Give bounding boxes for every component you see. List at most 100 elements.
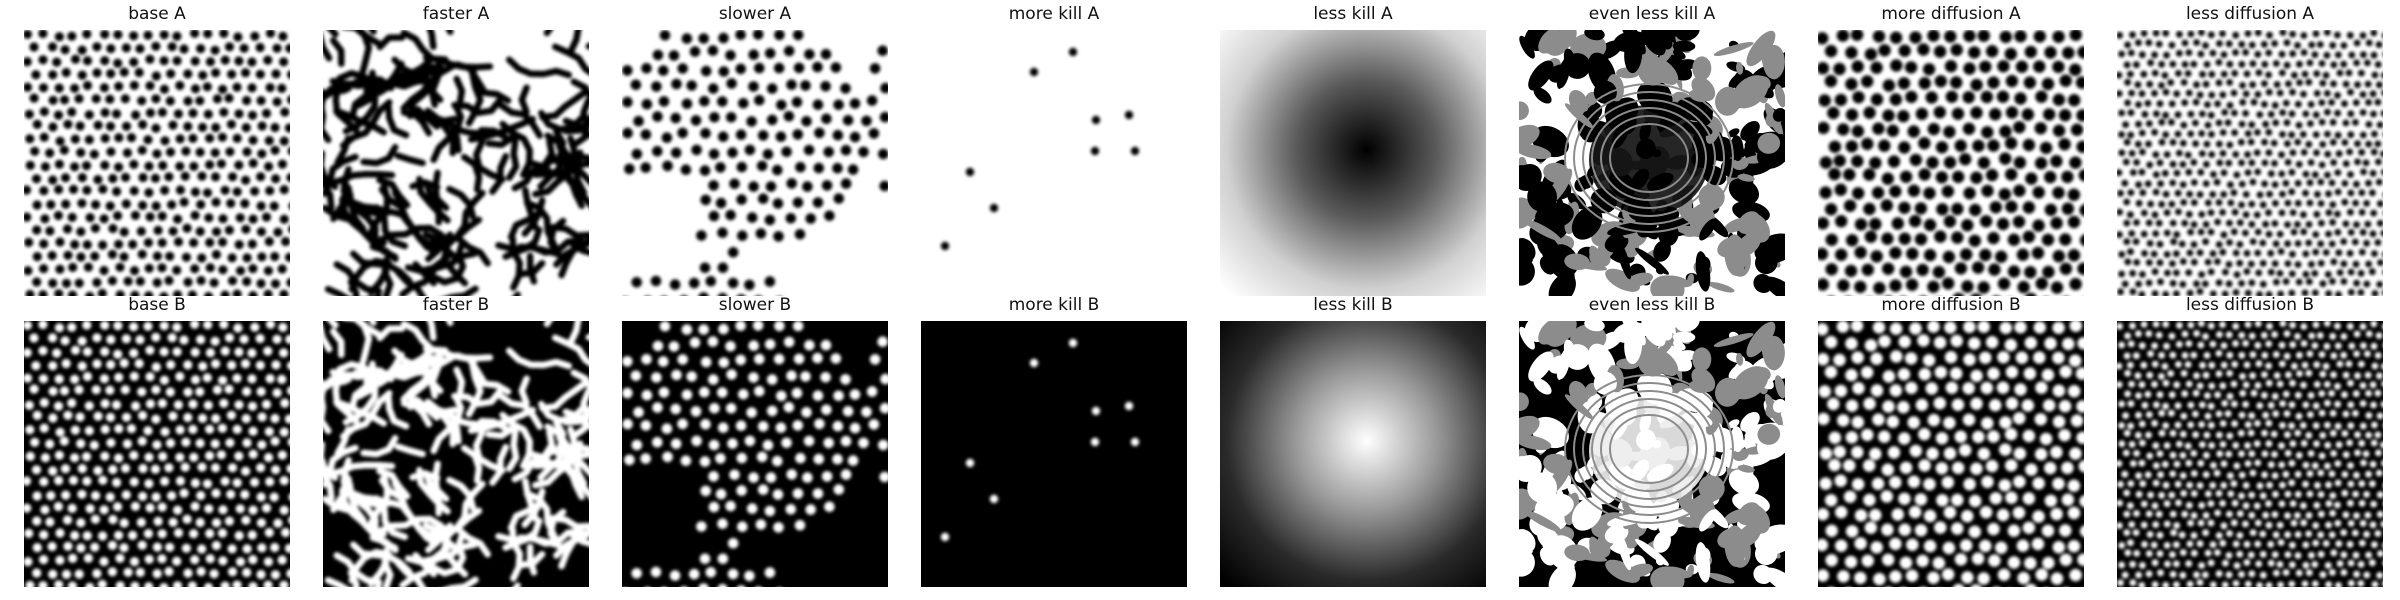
pattern-spot bbox=[2174, 130, 2182, 138]
pattern-spot bbox=[232, 424, 242, 434]
pattern-spot bbox=[2313, 210, 2321, 218]
pattern-spot bbox=[748, 81, 759, 92]
pattern-spot bbox=[2340, 333, 2348, 340]
pattern-spot bbox=[622, 96, 633, 108]
pattern-spot bbox=[1835, 506, 1848, 519]
pattern-spot bbox=[217, 528, 228, 538]
pattern-spot bbox=[1818, 217, 1829, 230]
pattern-spot bbox=[2068, 94, 2081, 107]
pattern-spot bbox=[2353, 512, 2360, 519]
pattern-spot bbox=[2210, 171, 2217, 178]
pattern-spot bbox=[2340, 42, 2348, 49]
pattern-spot bbox=[764, 214, 776, 226]
pattern-spot bbox=[2305, 512, 2313, 519]
pattern-spot bbox=[2133, 259, 2141, 266]
pattern-spot bbox=[1897, 77, 1911, 90]
pattern-spot bbox=[2262, 511, 2269, 519]
pattern-spot bbox=[2340, 238, 2348, 246]
labyrinth-stripe bbox=[429, 238, 467, 286]
pattern-spot bbox=[242, 386, 252, 397]
pattern-spot bbox=[1914, 524, 1928, 537]
pattern-spot bbox=[2230, 189, 2238, 197]
pattern-spot bbox=[2181, 39, 2189, 47]
chaos-blot bbox=[1675, 321, 1700, 332]
pattern-spot bbox=[2334, 460, 2342, 467]
chaos-blot bbox=[1540, 43, 1552, 54]
pattern-spot bbox=[173, 528, 184, 538]
pattern-spot bbox=[2145, 140, 2152, 148]
pattern-spot bbox=[2226, 510, 2233, 518]
pattern-spot bbox=[255, 69, 265, 79]
chaos-blot bbox=[1527, 181, 1558, 212]
pattern-spot bbox=[272, 97, 282, 107]
pattern-spot bbox=[75, 121, 85, 131]
pattern-spot bbox=[2365, 99, 2372, 106]
pattern-spot bbox=[2169, 60, 2177, 68]
labyrinth-stripe bbox=[325, 461, 396, 478]
pattern-spot bbox=[699, 386, 710, 398]
pattern-spot bbox=[2272, 240, 2280, 248]
pattern-spot bbox=[32, 410, 42, 420]
labyrinth-stripe bbox=[423, 541, 478, 566]
pattern-spot bbox=[286, 173, 290, 183]
pattern-spot bbox=[2335, 441, 2343, 449]
pattern-spot bbox=[2014, 321, 2027, 334]
pattern-spot bbox=[2231, 109, 2238, 117]
pattern-spot bbox=[40, 214, 50, 224]
pattern-spot bbox=[203, 109, 213, 119]
pattern-spot bbox=[681, 295, 687, 296]
pattern-spot bbox=[1953, 583, 1965, 587]
pattern-spot bbox=[2371, 290, 2379, 296]
pattern-spot bbox=[286, 386, 290, 396]
pattern-spot bbox=[2254, 341, 2262, 349]
pattern-spot bbox=[2352, 119, 2359, 126]
pattern-spot bbox=[257, 440, 267, 450]
chaos-blot bbox=[1775, 423, 1785, 450]
pattern-spot bbox=[172, 556, 182, 566]
pattern-spot bbox=[270, 279, 281, 289]
pattern-spot bbox=[2005, 200, 2018, 213]
pattern-spot bbox=[2129, 579, 2137, 587]
pattern-spot bbox=[1863, 397, 1876, 410]
pattern-spot bbox=[175, 185, 185, 195]
pattern-spot bbox=[2236, 550, 2244, 558]
pattern-spot bbox=[2135, 392, 2142, 399]
pattern-spot bbox=[2359, 422, 2367, 430]
pattern-spot bbox=[708, 210, 720, 222]
pattern-spot bbox=[2279, 481, 2286, 489]
pattern-spot bbox=[783, 336, 795, 348]
pattern-spot bbox=[31, 465, 42, 475]
pattern-spot bbox=[2346, 322, 2354, 330]
pattern-spot bbox=[2069, 156, 2082, 169]
pattern-spot bbox=[2174, 480, 2182, 488]
pattern-spot bbox=[74, 385, 84, 395]
pattern-spot bbox=[1882, 400, 1895, 413]
pattern-spot bbox=[2132, 238, 2140, 246]
pattern-spot bbox=[725, 112, 737, 123]
pattern-spot bbox=[168, 120, 178, 130]
pattern-spot bbox=[82, 80, 93, 91]
pattern-spot bbox=[105, 201, 115, 211]
base-b-title: base B bbox=[128, 295, 186, 315]
pattern-spot bbox=[121, 412, 132, 422]
pattern-spot bbox=[1963, 321, 1976, 334]
chaos-blot bbox=[1672, 331, 1696, 343]
pattern-spot bbox=[1890, 59, 1903, 72]
pattern-spot bbox=[2253, 502, 2261, 510]
pattern-spot bbox=[2324, 150, 2332, 158]
pattern-spot bbox=[1861, 137, 1874, 151]
pattern-spot bbox=[830, 62, 842, 73]
more-kill-a-panel bbox=[921, 30, 1187, 296]
pattern-spot bbox=[1935, 171, 1948, 184]
pattern-spot bbox=[2255, 69, 2263, 77]
pattern-spot bbox=[2032, 477, 2045, 490]
pattern-spot bbox=[2207, 559, 2215, 567]
pattern-spot bbox=[1999, 125, 2012, 138]
pattern-spot bbox=[1979, 215, 1993, 228]
pattern-spot bbox=[2381, 323, 2383, 330]
pattern-spot bbox=[2135, 330, 2142, 338]
pattern-spot bbox=[726, 369, 737, 380]
pattern-spot bbox=[2179, 181, 2187, 189]
pattern-spot bbox=[1963, 30, 1976, 43]
pattern-spot bbox=[1953, 292, 1965, 296]
